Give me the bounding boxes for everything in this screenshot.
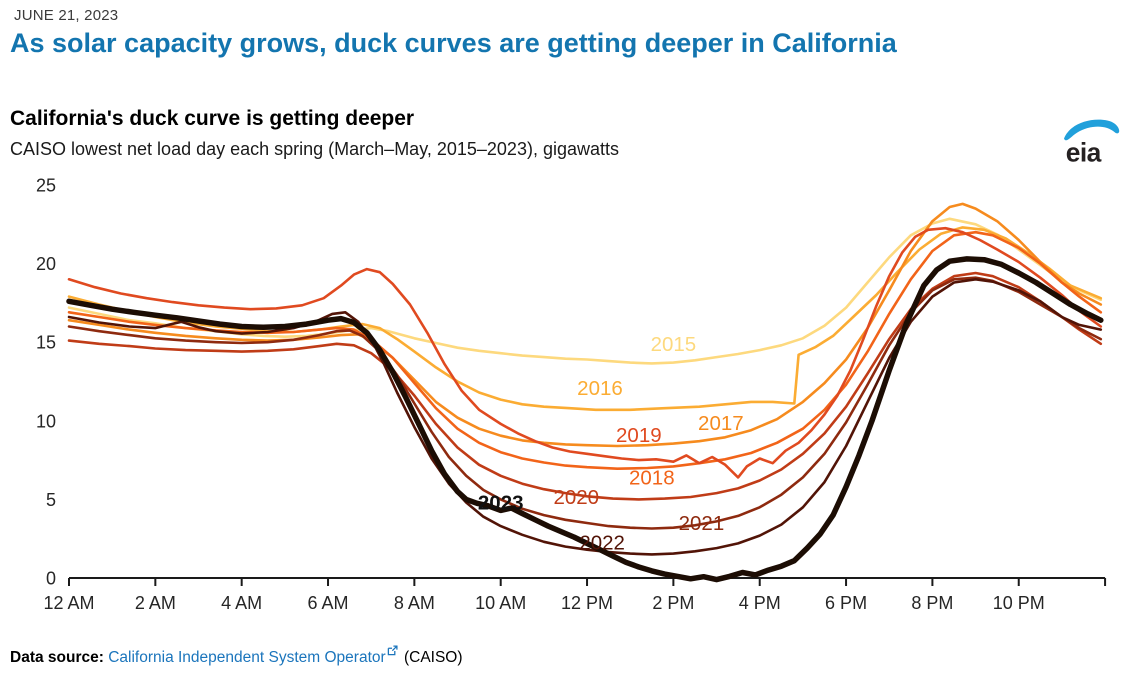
x-tick-label: 12 PM [561, 593, 613, 613]
y-tick-label: 5 [46, 490, 56, 510]
x-tick-label: 12 AM [43, 593, 94, 613]
series-line-2022 [67, 278, 1103, 556]
series-line-2020 [67, 271, 1103, 501]
series-labels: 2015 2016 2017 2018 2019 2020 2021 2022 2023 [478, 333, 744, 555]
data-source-label: Data source: [10, 649, 104, 667]
series-label-2015: 2015 [651, 333, 697, 356]
x-tick-label: 2 AM [135, 593, 176, 613]
data-source-suffix: (CAISO) [403, 649, 463, 667]
series-lines [66, 202, 1104, 583]
chart-subtitle: CAISO lowest net load day each spring (M… [10, 139, 619, 159]
series-line-2018 [67, 230, 1103, 470]
series-label-2016: 2016 [577, 377, 623, 400]
series-label-2018: 2018 [629, 466, 675, 489]
y-tick-label: 20 [36, 254, 56, 274]
duck-curve-chart: 0 5 10 15 20 25 12 AM 2 AM 4 AM 6 AM 8 AM 10 AM 12 P… [36, 176, 1107, 613]
eia-logo-swoosh [1064, 119, 1120, 141]
series-label-2017: 2017 [698, 412, 744, 435]
series-label-2022: 2022 [579, 532, 625, 555]
x-tick-label: 6 PM [825, 593, 867, 613]
x-tick-label: 4 AM [221, 593, 262, 613]
eia-logo-text: eia [1066, 137, 1102, 167]
chart-title: California's duck curve is getting deepe… [10, 107, 415, 130]
eia-logo: eia [1061, 114, 1121, 168]
series-label-2023: 2023 [478, 492, 524, 515]
data-source: Data source: California Independent Syst… [10, 645, 463, 667]
series-line-2015 [67, 217, 1103, 365]
x-tick-label: 2 PM [652, 593, 694, 613]
series-label-2021: 2021 [679, 512, 725, 535]
data-source-link[interactable]: California Independent System Operator [108, 649, 386, 667]
x-tick-label: 10 PM [993, 593, 1045, 613]
article-date: JUNE 21, 2023 [14, 7, 119, 24]
article-headline: As solar capacity grows, duck curves are… [10, 28, 897, 58]
y-tick-label: 25 [36, 176, 56, 196]
y-tick-label: 0 [46, 569, 56, 589]
eia-logo-graphic: eia [1064, 119, 1120, 167]
x-tick-label: 6 AM [308, 593, 349, 613]
y-tick-label: 15 [36, 333, 56, 353]
y-axis-labels: 0 5 10 15 20 25 [36, 176, 56, 589]
series-line-2023 [66, 256, 1104, 583]
x-tick-label: 4 PM [739, 593, 781, 613]
series-label-2019: 2019 [616, 424, 662, 447]
series-line-2019 [67, 226, 1103, 479]
x-tick-label: 8 AM [394, 593, 435, 613]
x-tick-label: 8 PM [911, 593, 953, 613]
x-tick-label: 10 AM [475, 593, 526, 613]
x-axis: 12 AM 2 AM 4 AM 6 AM 8 AM 10 AM 12 PM 2 PM 4 PM 6… [43, 577, 1107, 613]
external-link-icon [387, 645, 398, 656]
y-tick-label: 10 [36, 411, 56, 431]
series-line-2021 [67, 276, 1103, 530]
series-label-2020: 2020 [553, 486, 599, 509]
